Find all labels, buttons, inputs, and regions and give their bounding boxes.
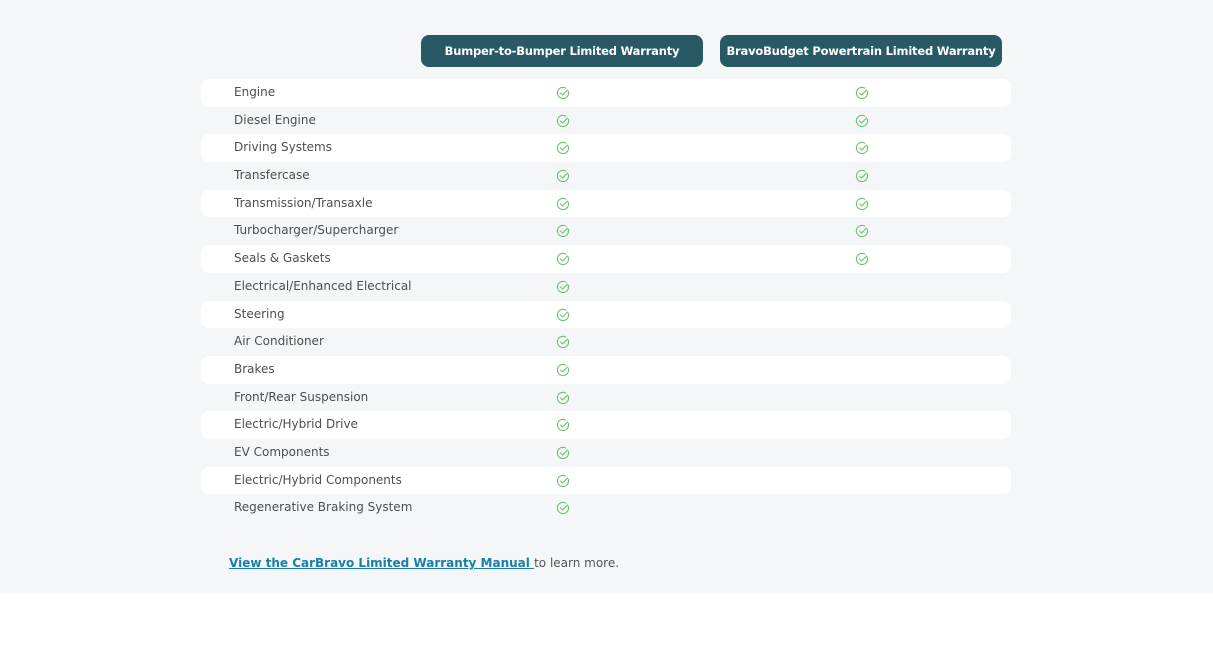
coverage-item-label: Steering (234, 306, 285, 321)
check-circle-icon (556, 86, 570, 100)
table-row: Diesel Engine (201, 107, 1011, 135)
check-circle-icon (556, 197, 570, 210)
check-circle-icon (855, 86, 869, 100)
footer-text: View the CarBravo Limited Warranty Manua… (229, 556, 619, 570)
check-circle-icon (556, 446, 570, 459)
warranty-comparison-panel: Bumper-to-Bumper Limited Warranty BravoB… (0, 0, 1213, 593)
check-circle-icon (556, 419, 570, 432)
coverage-table: Engine Diesel Engine Driving Systems Transf… (201, 79, 1011, 522)
check-circle-icon (556, 142, 570, 155)
check-circle-icon (855, 252, 869, 266)
check-circle-icon (556, 280, 570, 293)
table-row: Front/Rear Suspension (201, 384, 1011, 412)
check-circle-icon (556, 114, 570, 127)
column-header-powertrain: BravoBudget Powertrain Limited Warranty (720, 35, 1002, 67)
table-row: Transfercase (201, 162, 1011, 190)
coverage-item-label: Seals & Gaskets (234, 251, 331, 266)
check-circle-icon (556, 474, 570, 487)
coverage-item-label: Electric/Hybrid Components (234, 472, 402, 487)
check-circle-icon (855, 197, 869, 210)
table-row: Driving Systems (201, 134, 1011, 163)
table-row: Steering (201, 300, 1011, 329)
table-row: Transmission/Transaxle (201, 189, 1011, 218)
table-row: Air Conditioner (201, 328, 1011, 356)
coverage-item-label: Front/Rear Suspension (234, 389, 369, 404)
coverage-item-label: Air Conditioner (234, 334, 324, 349)
table-row: Electric/Hybrid Components (201, 466, 1011, 495)
table-row: Electrical/Enhanced Electrical (201, 273, 1011, 301)
table-row: Engine (201, 79, 1011, 107)
table-row: Regenerative Braking System (201, 494, 1011, 522)
check-circle-icon (556, 391, 570, 404)
footer-suffix: to learn more. (534, 556, 620, 570)
coverage-item-label: Transmission/Transaxle (234, 195, 373, 210)
coverage-item-label: Brakes (234, 361, 275, 376)
coverage-item-label: Driving Systems (234, 140, 332, 155)
check-circle-icon (556, 169, 570, 183)
coverage-item-label: Engine (234, 85, 276, 99)
check-circle-icon (556, 502, 570, 515)
table-row: EV Components (201, 439, 1011, 467)
check-circle-icon (855, 114, 869, 127)
coverage-item-label: Electrical/Enhanced Electrical (234, 278, 412, 293)
check-circle-icon (556, 225, 570, 238)
check-circle-icon (556, 252, 570, 266)
coverage-item-label: Turbocharger/Supercharger (234, 223, 399, 238)
table-row: Brakes (201, 355, 1011, 384)
check-circle-icon (556, 336, 570, 349)
check-circle-icon (556, 363, 570, 376)
coverage-item-label: EV Components (234, 444, 330, 459)
table-row: Seals & Gaskets (201, 245, 1011, 273)
check-circle-icon (556, 308, 570, 321)
coverage-item-label: Regenerative Braking System (234, 500, 413, 515)
coverage-item-label: Transfercase (234, 168, 310, 183)
table-row: Turbocharger/Supercharger (201, 217, 1011, 245)
column-header-bumper-to-bumper: Bumper-to-Bumper Limited Warranty (421, 35, 703, 67)
table-row: Electric/Hybrid Drive (201, 411, 1011, 439)
check-circle-icon (855, 225, 869, 238)
check-circle-icon (855, 142, 869, 155)
check-circle-icon (855, 169, 869, 183)
coverage-item-label: Electric/Hybrid Drive (234, 417, 358, 432)
coverage-item-label: Diesel Engine (234, 112, 316, 127)
warranty-manual-link[interactable]: View the CarBravo Limited Warranty Manua… (229, 556, 535, 570)
